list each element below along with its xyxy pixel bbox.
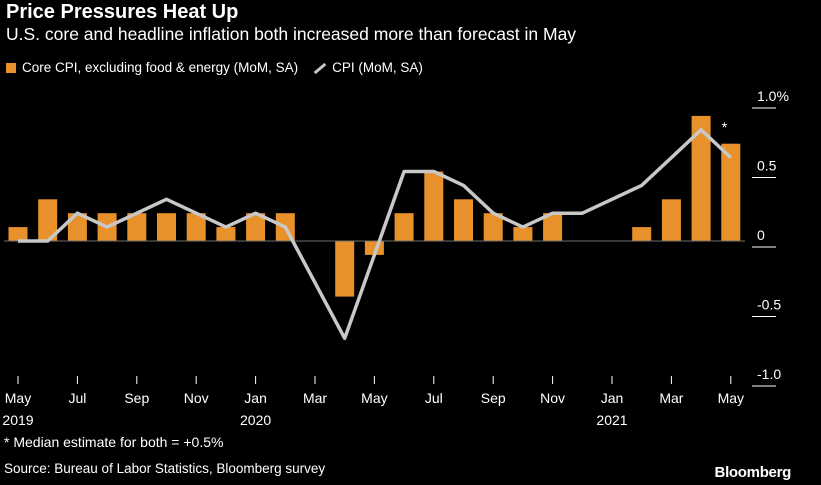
core-cpi-bar xyxy=(216,227,236,241)
cpi-line xyxy=(18,128,732,341)
core-cpi-bar xyxy=(186,213,206,241)
x-tick-label: Mar xyxy=(303,390,327,406)
x-tick-label: May xyxy=(361,390,387,406)
core-cpi-bar xyxy=(246,213,266,241)
core-cpi-bar xyxy=(661,199,681,241)
core-cpi-bar xyxy=(543,213,563,241)
core-cpi-bar xyxy=(513,227,533,241)
y-tick-label: 0 xyxy=(757,227,765,243)
x-tick-label: Mar xyxy=(659,390,683,406)
x-tick-label: Jan xyxy=(244,390,267,406)
core-cpi-bar xyxy=(67,213,87,241)
chart-title: Price Pressures Heat Up xyxy=(6,1,239,23)
core-cpi-bar xyxy=(632,227,652,241)
x-tick-label: Nov xyxy=(184,390,209,406)
x-tick-label: Jul xyxy=(425,390,443,406)
core-cpi-bar xyxy=(335,241,355,297)
x-tick-year: 2020 xyxy=(240,412,271,428)
core-cpi-bar xyxy=(721,143,741,241)
estimate-asterisk: * xyxy=(722,119,728,135)
core-cpi-bar xyxy=(691,115,711,241)
bloomberg-logo: Bloomberg xyxy=(714,464,792,481)
x-tick-label: May xyxy=(5,390,31,406)
core-cpi-bar xyxy=(424,171,444,241)
core-cpi-bar xyxy=(38,199,58,241)
chart-subtitle: U.S. core and headline inflation both in… xyxy=(6,24,577,44)
y-tick-label: 1.0% xyxy=(757,88,789,104)
legend: Core CPI, excluding food & energy (MoM, … xyxy=(6,60,423,75)
core-cpi-bar xyxy=(483,213,503,241)
x-tick-label: Jul xyxy=(68,390,86,406)
x-tick-label: May xyxy=(718,390,744,406)
core-cpi-bar xyxy=(157,213,176,241)
x-tick-label: Nov xyxy=(540,390,565,406)
core-cpi-bar xyxy=(8,227,28,241)
legend-bar-label: Core CPI, excluding food & energy (MoM, … xyxy=(22,60,299,75)
legend-bar-swatch xyxy=(6,62,16,73)
core-cpi-bar xyxy=(454,199,473,241)
y-tick-label: -1.0 xyxy=(757,366,781,382)
footnote: * Median estimate for both = +0.5% xyxy=(4,434,224,450)
x-tick-label: Jan xyxy=(601,390,624,406)
source-note: Source: Bureau of Labor Statistics, Bloo… xyxy=(4,461,326,476)
core-cpi-bar xyxy=(127,213,147,241)
x-tick-label: Sep xyxy=(124,390,149,406)
x-tick-year: 2019 xyxy=(2,412,33,428)
core-cpi-bar xyxy=(394,213,414,241)
x-tick-label: Sep xyxy=(481,390,506,406)
y-tick-label: -0.5 xyxy=(757,297,781,313)
x-tick-year: 2021 xyxy=(596,412,627,428)
legend-line-label: CPI (MoM, SA) xyxy=(332,60,423,75)
y-tick-label: 0.5 xyxy=(757,158,777,174)
